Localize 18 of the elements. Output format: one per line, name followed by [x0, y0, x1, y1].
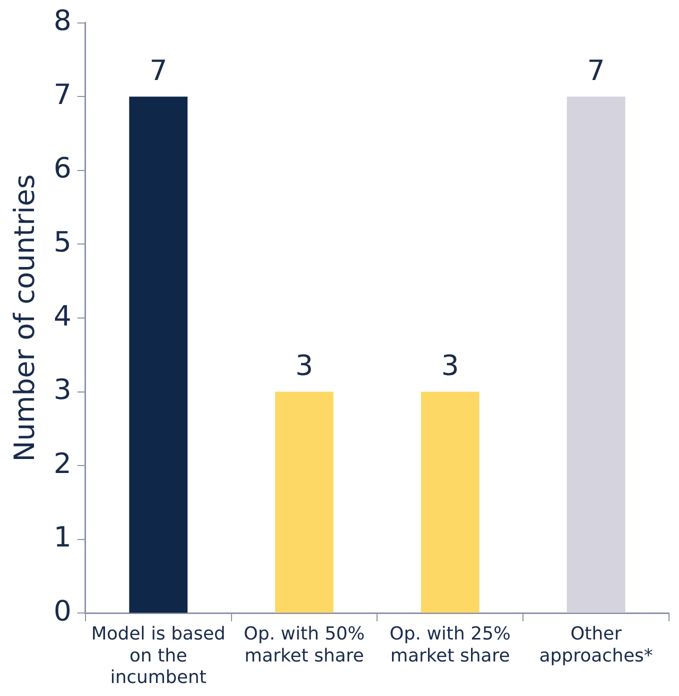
y-tick-label: 8 — [54, 4, 72, 38]
y-tick-label: 5 — [54, 225, 72, 258]
data-label: 7 — [149, 54, 168, 87]
x-tick-label: Op. with 50% market share — [244, 624, 365, 666]
y-tick-label: 7 — [54, 78, 72, 111]
y-axis-title: Number of countries — [8, 174, 42, 462]
y-tick-label: 6 — [54, 152, 72, 185]
y-tick-label: 3 — [54, 373, 72, 406]
y-tick-label: 0 — [54, 594, 72, 628]
y-tick-label: 4 — [54, 299, 72, 332]
x-tick-label: Other approaches* — [539, 624, 653, 666]
data-label: 7 — [587, 54, 605, 87]
y-tick-label: 2 — [54, 446, 72, 480]
data-label: 3 — [295, 349, 314, 382]
y-tick-label: 1 — [54, 520, 72, 554]
x-tick-label: Op. with 25% market share — [390, 624, 511, 666]
x-tick-label: Model is based on the incumbent — [91, 624, 226, 688]
data-label: 3 — [441, 349, 460, 382]
